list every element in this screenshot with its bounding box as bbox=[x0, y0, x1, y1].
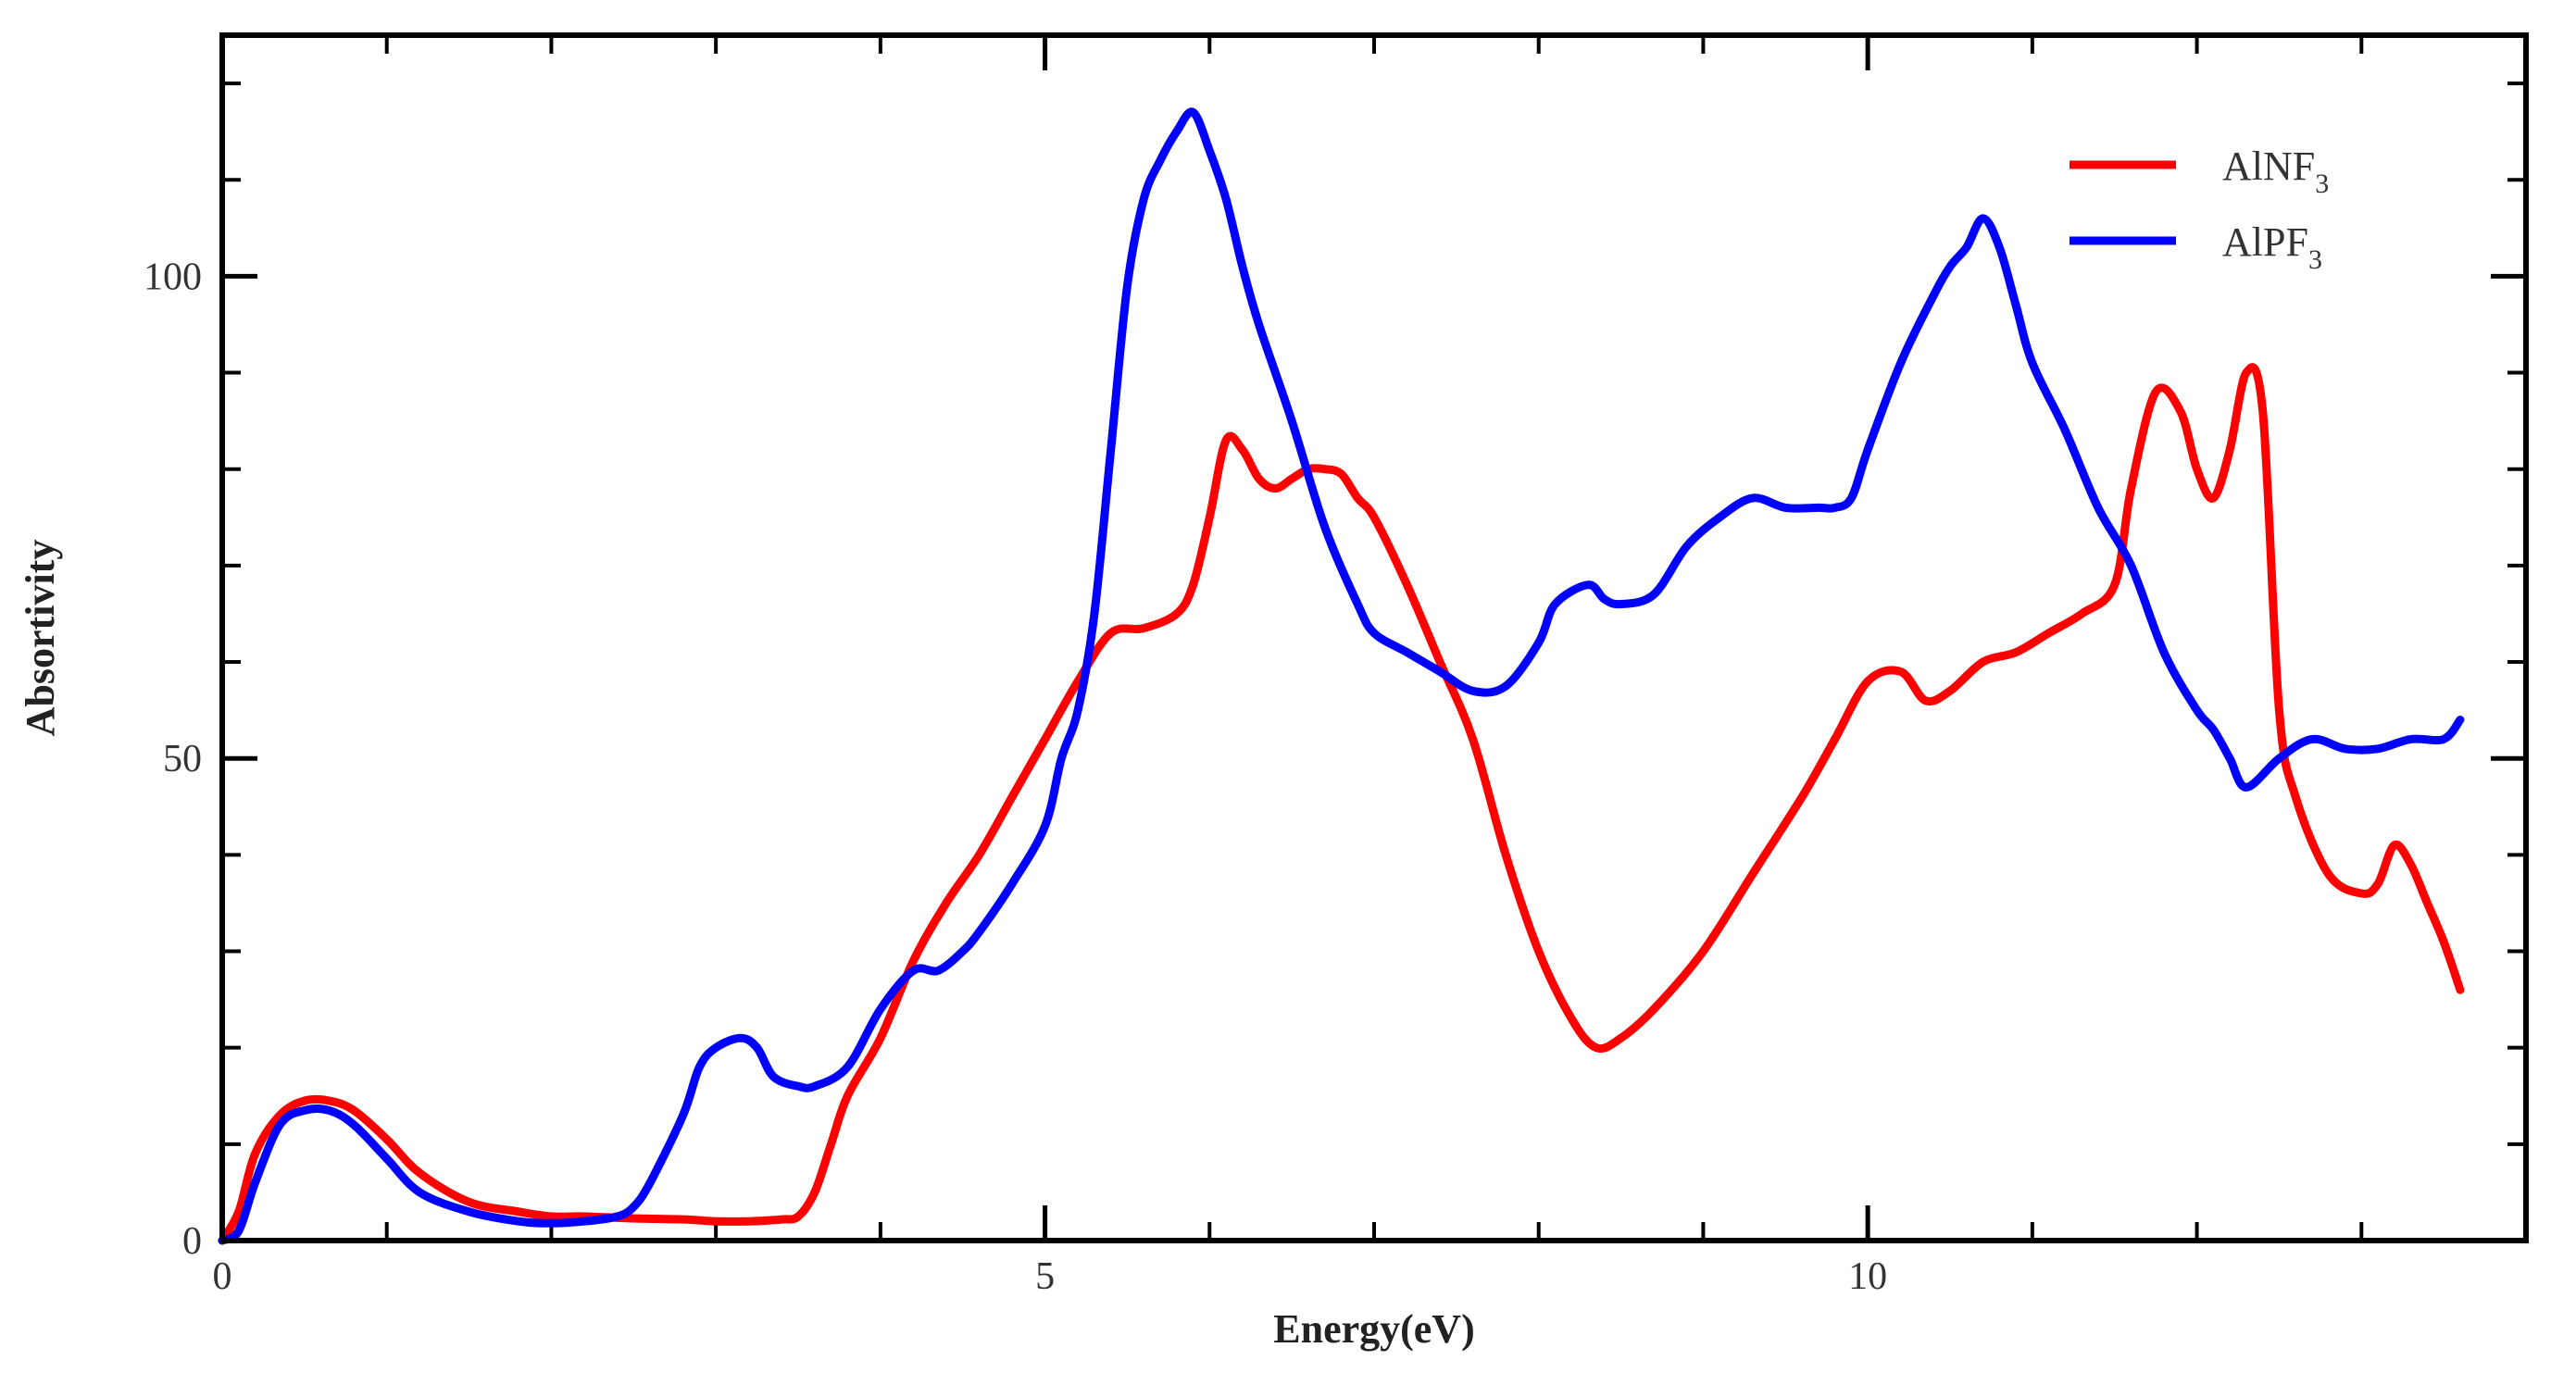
x-tick-labels: 0 5 10 bbox=[213, 1255, 1888, 1298]
x-axis-title: Energy(eV) bbox=[1273, 1306, 1475, 1352]
y-tick-label: 100 bbox=[144, 256, 202, 298]
plot-frame bbox=[219, 32, 2529, 1243]
x-tick-label: 10 bbox=[1848, 1255, 1887, 1298]
x-tick-label: 0 bbox=[213, 1255, 232, 1298]
series-line-AlNF3 bbox=[218, 363, 2465, 1245]
y-tick-labels: 0 50 100 bbox=[144, 256, 202, 1263]
series-line-AlPF3 bbox=[218, 107, 2465, 1245]
y-axis-title: Absortivity bbox=[18, 540, 63, 737]
y-tick-label: 0 bbox=[182, 1220, 202, 1263]
y-tick-label: 50 bbox=[163, 738, 202, 780]
series-lines bbox=[218, 107, 2465, 1245]
x-tick-label: 5 bbox=[1035, 1255, 1055, 1298]
